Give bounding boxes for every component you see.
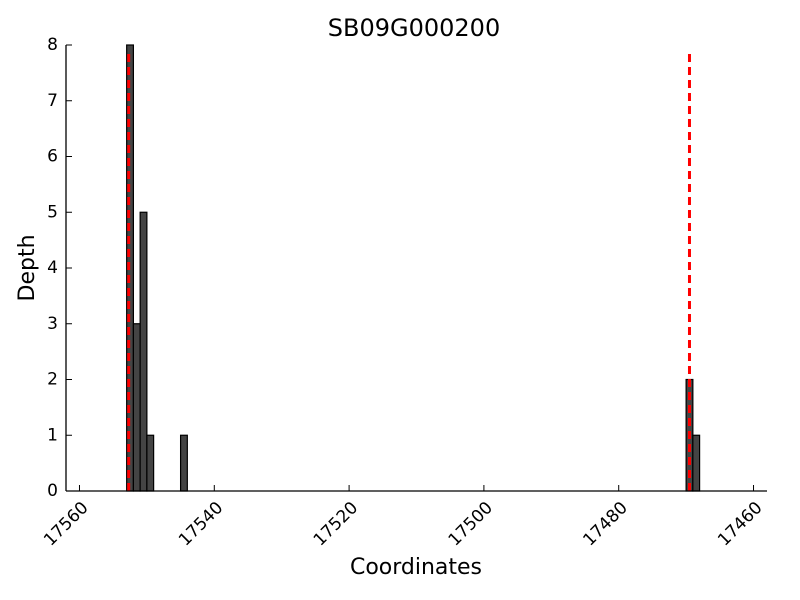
x-tick-label: 17500 xyxy=(445,498,497,550)
x-tick-label: 17460 xyxy=(714,498,766,550)
bar xyxy=(139,211,148,492)
x-tick-label: 17540 xyxy=(175,498,227,550)
y-tick-label: 4 xyxy=(47,258,58,278)
x-tick-label: 17560 xyxy=(40,498,92,550)
y-tick-label: 8 xyxy=(47,35,58,55)
y-tick-label: 6 xyxy=(47,147,58,167)
bar xyxy=(692,434,701,492)
y-tick-label: 1 xyxy=(47,425,58,445)
y-tick-label: 7 xyxy=(47,91,58,111)
bar xyxy=(132,323,141,492)
chart-title: SB09G000200 xyxy=(328,14,500,42)
y-tick-label: 0 xyxy=(47,481,58,501)
bar xyxy=(179,434,188,492)
x-tick-label: 17480 xyxy=(579,498,631,550)
y-axis-label: Depth xyxy=(15,234,40,301)
bar xyxy=(146,434,155,492)
x-tick-label: 17520 xyxy=(310,498,362,550)
y-tick-label: 3 xyxy=(47,314,58,334)
x-axis-label: Coordinates xyxy=(350,555,482,580)
y-tick-label: 2 xyxy=(47,370,58,390)
y-tick-label: 5 xyxy=(47,202,58,222)
